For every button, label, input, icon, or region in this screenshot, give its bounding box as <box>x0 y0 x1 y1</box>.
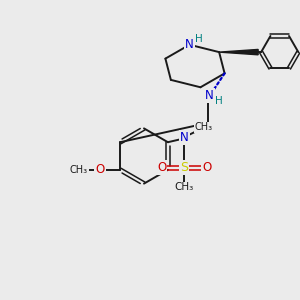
Text: CH₃: CH₃ <box>70 165 88 175</box>
Text: N: N <box>185 38 194 51</box>
Text: H: H <box>215 96 223 106</box>
Text: O: O <box>202 161 212 174</box>
Text: O: O <box>157 161 167 174</box>
Polygon shape <box>219 50 258 55</box>
Text: S: S <box>180 161 188 174</box>
Text: O: O <box>95 163 105 176</box>
Text: H: H <box>195 34 203 44</box>
Text: N: N <box>205 89 214 102</box>
Text: CH₃: CH₃ <box>175 182 194 192</box>
Text: CH₃: CH₃ <box>195 122 213 132</box>
Text: N: N <box>180 131 189 144</box>
